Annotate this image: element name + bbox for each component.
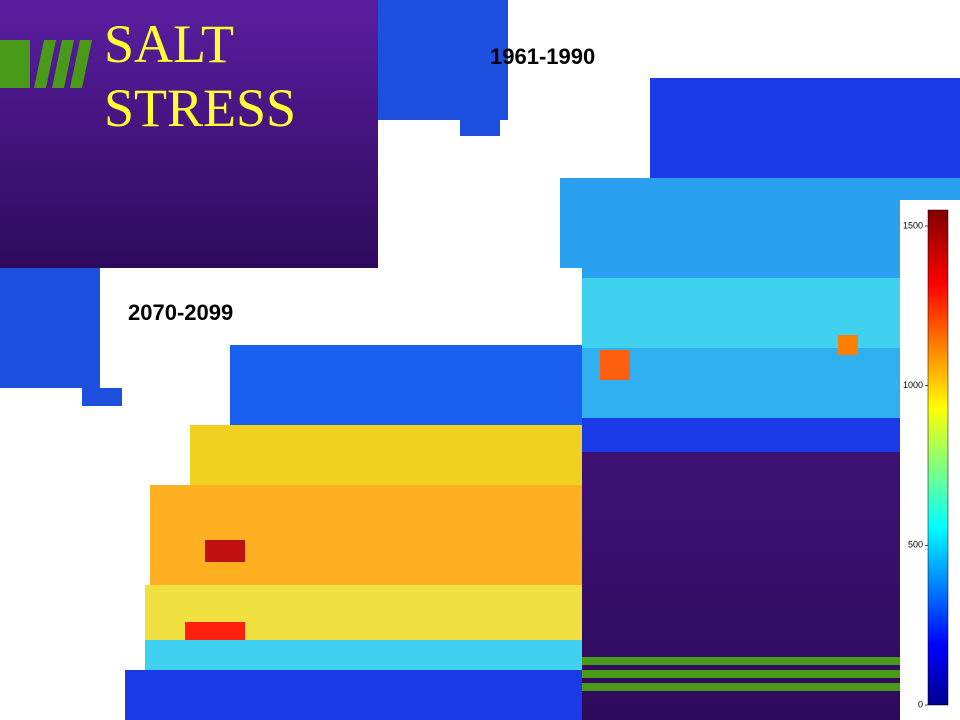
map-2070-2099 bbox=[0, 268, 582, 720]
decor-bars bbox=[0, 40, 92, 88]
colorbar-tick-label: 0 bbox=[918, 699, 923, 709]
colorbar bbox=[927, 209, 949, 706]
colorbar-tick-label: 500 bbox=[908, 540, 923, 550]
colorbar-tick-label: 1500 bbox=[903, 220, 923, 230]
map-label: 2070-2099 bbox=[128, 300, 233, 325]
map-1961-1990 bbox=[378, 0, 960, 452]
map-label: 1961-1990 bbox=[490, 44, 595, 69]
title-line: STRESS bbox=[104, 78, 296, 138]
colorbar-tick-label: 1000 bbox=[903, 380, 923, 390]
title-line: SALT bbox=[104, 14, 234, 74]
